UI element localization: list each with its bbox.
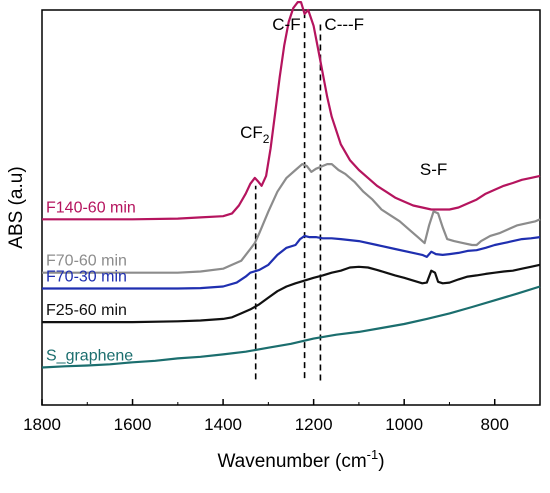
series-label: F25-60 min — [46, 302, 127, 319]
annotation-label: C---F — [324, 15, 364, 34]
x-axis: 1800 1600 1400 1200 1000 800 Wavenumber (cm-1) — [23, 399, 509, 472]
series-label: F70-30 min — [46, 268, 127, 285]
annotation-label: CF2 — [240, 123, 270, 146]
x-tick-label: 1000 — [385, 415, 423, 434]
series-line — [42, 1, 541, 221]
x-axis-title-unit: (cm — [335, 451, 367, 472]
series-layer — [41, 1, 541, 369]
annotation-label: C-F — [272, 15, 300, 34]
x-axis-title-main: Wavenumber — [217, 451, 335, 472]
annotation-text: C---F — [324, 15, 364, 34]
x-axis-title-superscript: -1 — [367, 447, 379, 462]
annotation-text: CF — [240, 123, 263, 142]
x-axis-title-close: ) — [378, 451, 384, 472]
x-tick-label: 800 — [481, 415, 509, 434]
series-line — [42, 163, 541, 274]
x-tick-label: 1400 — [204, 415, 242, 434]
plot-frame — [41, 9, 541, 406]
series-line — [42, 234, 541, 290]
x-tick-label: 1800 — [23, 415, 61, 434]
annotations: CF2 C-F C---F S-F — [240, 15, 447, 179]
plot-area — [41, 9, 541, 406]
x-tick-label: 1600 — [114, 415, 152, 434]
annotation-text: C-F — [272, 15, 300, 34]
x-axis-title: Wavenumber (cm-1) — [217, 447, 384, 472]
annotation-subscript: 2 — [263, 132, 270, 146]
series-label: F140-60 min — [46, 199, 136, 216]
series-line — [41, 285, 541, 369]
y-axis: ABS (a.u) — [6, 166, 27, 248]
series-label: F70-60 min — [46, 253, 127, 270]
series-label: S_graphene — [46, 347, 133, 364]
series-line — [42, 263, 541, 324]
annotation-label: S-F — [420, 160, 447, 179]
annotation-text: S-F — [420, 160, 447, 179]
y-axis-title: ABS (a.u) — [6, 166, 27, 248]
x-tick-label: 1200 — [295, 415, 333, 434]
reference-lines — [254, 11, 322, 381]
